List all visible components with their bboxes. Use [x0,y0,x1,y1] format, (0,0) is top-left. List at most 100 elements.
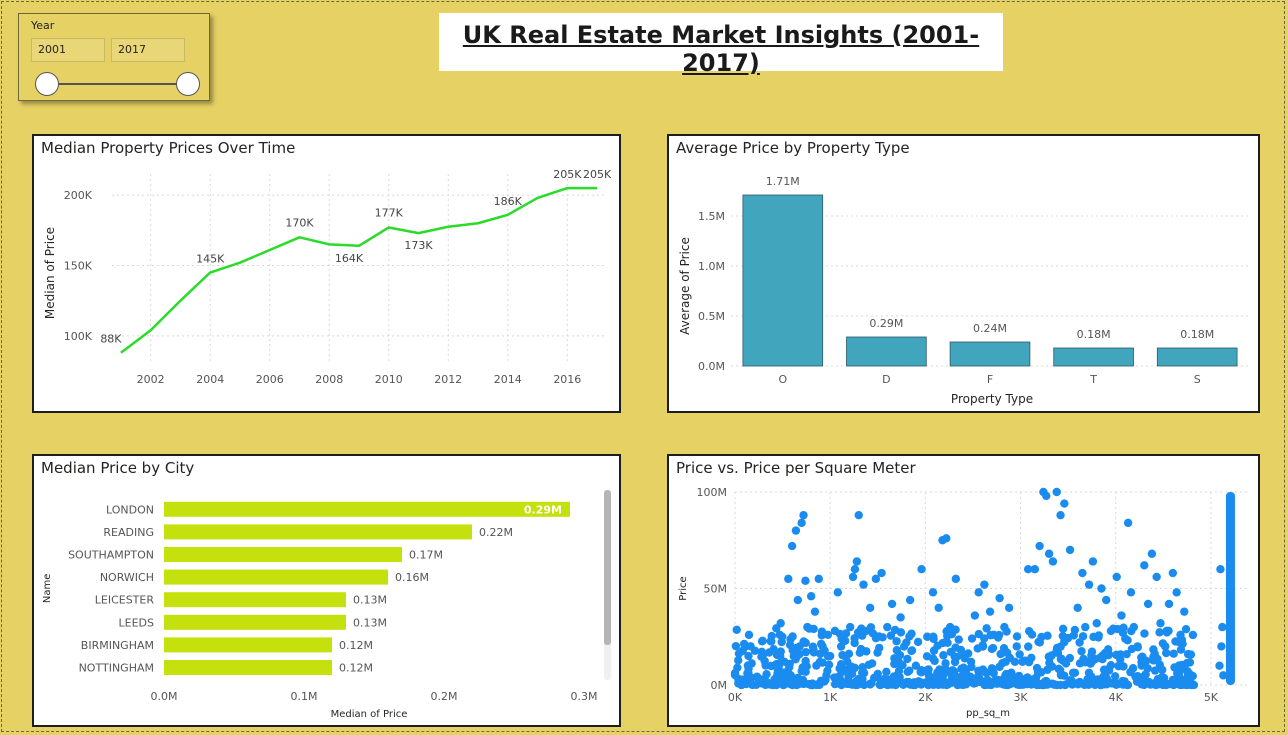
scatter-point [1178,639,1187,649]
scatter-point [1180,607,1189,616]
x-tick-label: D [882,373,890,386]
y-tick-label: 1.0M [698,260,725,273]
scatter-point [1030,565,1040,574]
scatter-point [1067,676,1076,685]
x-tick-label: 0K [728,691,743,704]
scatter-point [761,680,770,690]
scatter-point [751,680,761,690]
scatter-point [913,637,923,647]
scatter-point [1058,656,1068,665]
scatter-point [784,574,793,584]
y-axis-title: Name [42,574,53,604]
scatter-point [1122,649,1131,659]
data-label: 205K [553,168,582,181]
scatter-point [1023,565,1033,574]
scatter-point [995,593,1004,603]
y-tick-label: 0.5M [698,310,725,323]
scatter-point [734,656,743,665]
scatter-chart-panel[interactable]: Price vs. Price per Square Meter 0M 50M 10… [667,454,1260,727]
scatter-point [905,595,915,605]
scatter-point [1001,680,1010,690]
scatter-point [987,644,997,654]
property-type-chart-panel[interactable]: Average Price by Property Type 0.0M 0.5M 1… [667,134,1260,413]
scatter-point [911,661,921,670]
scatter-point [1219,671,1228,680]
y-tick-label: BIRMINGHAM [81,639,154,652]
scatter-point-column [1225,492,1235,685]
line-chart-panel[interactable]: Median Property Prices Over Time 100K 150… [32,134,621,413]
scatter-point [1052,487,1061,497]
scatter-point [784,671,793,680]
scatter-point [966,657,976,667]
data-label: 170K [285,216,314,229]
scatter-point [942,534,951,543]
bar [949,341,1031,367]
bar [164,501,570,517]
scatter-point [800,661,810,671]
scatter-point [959,663,968,672]
bar-value-label: 0.18M [1180,328,1214,341]
scatter-point [1070,625,1080,635]
scatter-point [1169,649,1178,658]
x-tick-label: 0.0M [151,690,178,703]
scatter-point [1123,518,1133,528]
scatter-point [1217,642,1226,651]
scatter-point [845,622,855,632]
city-chart-panel[interactable]: Median Price by City LONDON 0.29M READING 0… [32,454,621,727]
x-axis-title: Property Type [951,392,1033,406]
scatter-point [1012,642,1021,651]
bar [164,637,332,653]
scatter-point [946,647,955,657]
scatter-point [1085,657,1094,666]
scatter-point [943,631,952,641]
scatter-point [858,666,868,676]
scatter-point [1102,595,1111,605]
year-slider-track[interactable] [47,83,189,85]
bar-value-label: 0.17M [409,549,443,562]
scatter-point [1075,638,1084,647]
scatter-chart-title: Price vs. Price per Square Meter [676,459,916,477]
scatter-point [1098,651,1107,660]
scatter-point [878,633,887,642]
bar [164,614,346,630]
scatter-point [1179,675,1189,685]
scatter-point [785,640,795,650]
scatter-point [1092,619,1101,628]
scatter-point [896,628,906,637]
scatter-point [824,660,834,669]
year-start-input[interactable]: 2001 [31,38,105,62]
scatter-point [887,599,897,609]
line-chart-title: Median Property Prices Over Time [41,139,296,157]
x-tick-label: 2004 [196,373,224,386]
year-end-input[interactable]: 2017 [111,38,185,62]
scatter-point [1119,662,1128,671]
scatter-point [1147,549,1157,558]
scatter-point [770,675,779,684]
scatter-point [1073,603,1082,612]
scatter-point [833,588,842,597]
scatter-point [1024,642,1033,651]
scatter-point [875,680,884,690]
scatter-point [859,580,868,589]
scatter-point [780,657,789,667]
year-slicer[interactable]: Year 2001 2017 [18,13,210,101]
scatter-point [850,565,860,574]
year-slider-start-handle[interactable] [35,72,59,96]
bar [1156,347,1238,367]
year-slider-end-handle[interactable] [176,72,200,96]
scatter-point [867,659,877,668]
bar-value-label: 0.13M [353,616,387,629]
scatter-point [822,671,831,680]
scatter-point [787,541,797,551]
bar-value-label: 0.16M [395,571,429,584]
data-label: 88K [100,333,122,346]
scatter-point [1097,584,1106,593]
scatter-point [981,680,990,690]
scatter-point [1150,666,1160,675]
x-tick-label: 0.1M [291,690,318,703]
scatter-point [1014,671,1024,681]
scatter-point [810,607,820,616]
y-tick-label: 0.0M [698,360,725,373]
scatter-point [814,679,823,689]
scatter-point [1140,561,1149,570]
